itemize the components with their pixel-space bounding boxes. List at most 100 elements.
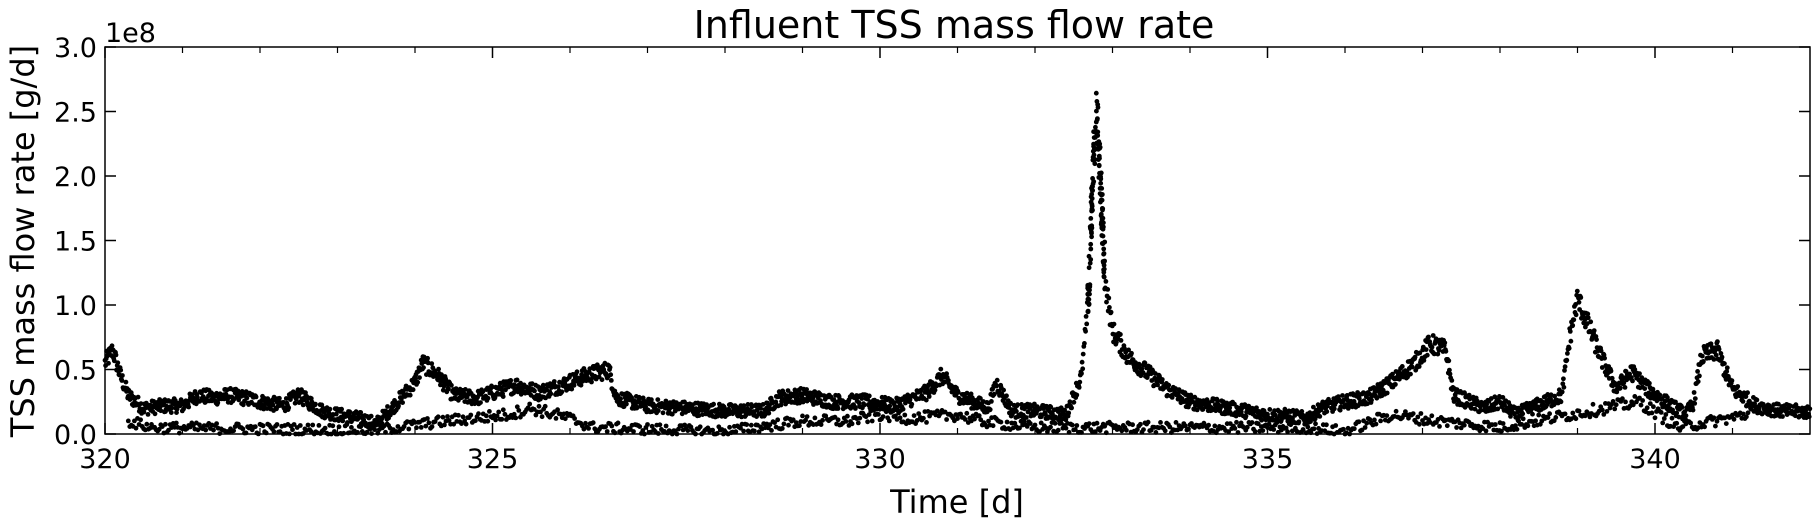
data-point (1447, 367, 1452, 373)
data-point (425, 355, 430, 361)
data-point (1032, 422, 1038, 428)
data-point (440, 414, 446, 420)
data-point (1409, 364, 1415, 370)
data-point (781, 421, 787, 427)
data-point (1283, 425, 1289, 431)
data-point (637, 395, 643, 401)
x-tick-label: 325 (467, 444, 519, 475)
data-point (1320, 399, 1326, 405)
data-point (1745, 390, 1750, 396)
data-point (1167, 424, 1173, 430)
data-point (502, 411, 508, 417)
data-point (292, 400, 298, 406)
data-point (1744, 414, 1749, 420)
data-point (1590, 401, 1596, 407)
data-point (297, 423, 303, 428)
data-point (145, 412, 151, 417)
data-point (1104, 299, 1109, 305)
data-point (1272, 412, 1278, 418)
data-point (1545, 415, 1551, 420)
data-point (923, 397, 929, 403)
data-point (111, 358, 117, 364)
data-point (1673, 399, 1678, 405)
data-point (843, 419, 849, 424)
data-point (886, 418, 892, 424)
data-point (415, 379, 421, 385)
x-tick-label: 335 (1242, 444, 1294, 475)
data-point (660, 410, 666, 416)
data-point (1417, 350, 1423, 356)
data-point (1101, 269, 1107, 275)
data-point (618, 396, 623, 402)
x-axis-label: Time [d] (889, 483, 1024, 521)
data-point (896, 410, 901, 416)
data-point (1630, 402, 1636, 408)
data-point (1129, 350, 1134, 356)
data-point (271, 429, 277, 434)
data-point (172, 398, 178, 403)
data-point (1102, 423, 1108, 429)
data-point (1085, 292, 1091, 297)
data-point (1412, 354, 1418, 360)
data-point (608, 378, 614, 383)
data-point (916, 411, 922, 416)
y-tick-label: 0.0 (54, 420, 97, 451)
data-point (1520, 411, 1526, 417)
data-point (316, 423, 322, 428)
data-point (745, 402, 751, 407)
data-point (1691, 390, 1697, 395)
data-point (866, 412, 872, 417)
data-point (1166, 382, 1172, 388)
data-point (1048, 424, 1053, 430)
data-point (1718, 351, 1724, 356)
data-point (1435, 351, 1441, 357)
data-point (849, 421, 855, 427)
data-point (1724, 369, 1730, 374)
data-point (1568, 338, 1574, 344)
data-point (655, 397, 661, 402)
data-point (1562, 368, 1567, 373)
data-point (1406, 415, 1411, 421)
data-point (253, 394, 259, 400)
data-point (1101, 274, 1107, 279)
data-point (1609, 375, 1615, 381)
data-point (1079, 359, 1085, 365)
data-point (1692, 401, 1698, 406)
data-point (297, 391, 303, 396)
data-point (1561, 384, 1567, 390)
data-point (756, 429, 762, 435)
data-point (211, 427, 216, 433)
data-point (1130, 422, 1135, 428)
data-point (1126, 347, 1131, 353)
data-point (1076, 385, 1082, 390)
data-point (1423, 347, 1429, 352)
data-point (513, 415, 519, 421)
data-points (102, 90, 1813, 437)
data-point (1200, 406, 1206, 412)
data-point (1364, 420, 1370, 426)
data-point (432, 369, 438, 375)
data-point (1652, 415, 1658, 421)
data-point (1570, 323, 1576, 328)
data-point (1014, 409, 1019, 414)
data-point (1390, 371, 1395, 377)
data-point (1097, 186, 1103, 191)
data-point (1716, 346, 1722, 352)
data-point (1118, 338, 1124, 343)
data-point (596, 374, 602, 380)
data-point (655, 408, 661, 414)
data-point (976, 413, 982, 419)
data-point (989, 399, 994, 404)
data-point (373, 422, 379, 428)
data-point (231, 428, 237, 434)
data-point (1089, 184, 1095, 189)
data-point (818, 422, 824, 427)
data-point (489, 384, 495, 390)
data-point (1695, 369, 1700, 374)
data-point (344, 422, 350, 427)
data-point (1098, 213, 1104, 219)
data-point (123, 379, 129, 385)
data-point (1093, 124, 1098, 130)
data-point (1436, 347, 1442, 353)
data-point (1567, 329, 1573, 334)
